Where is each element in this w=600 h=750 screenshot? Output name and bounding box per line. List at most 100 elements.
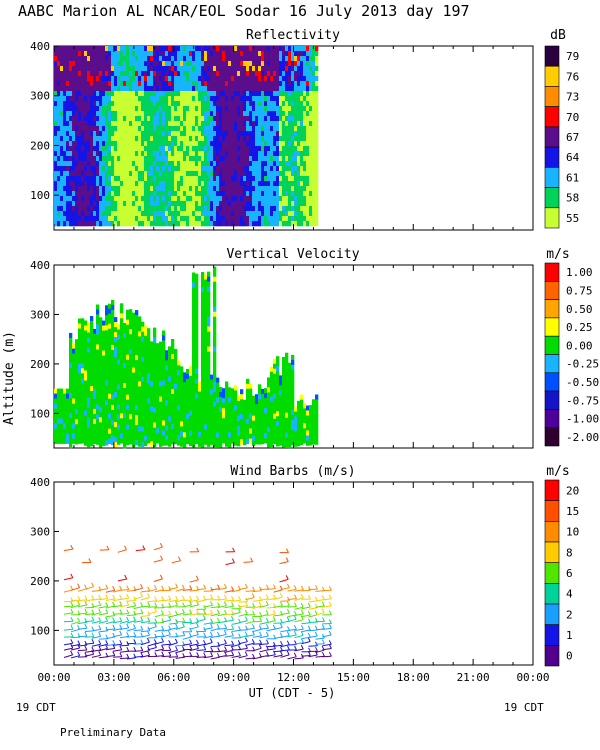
reflectivity-cell: [102, 116, 106, 122]
velocity-cell: [195, 363, 199, 369]
velocity-cell: [156, 353, 160, 359]
reflectivity-cell: [207, 71, 211, 77]
velocity-cell: [102, 375, 106, 381]
reflectivity-cell: [162, 151, 166, 157]
reflectivity-cell: [132, 196, 136, 202]
velocity-cell: [99, 362, 103, 368]
reflectivity-cell: [90, 71, 94, 77]
velocity-cell: [270, 386, 274, 392]
reflectivity-cell: [156, 161, 160, 167]
reflectivity-cell: [99, 151, 103, 157]
velocity-cell: [204, 404, 208, 410]
velocity-cell: [141, 401, 145, 407]
reflectivity-cell: [93, 206, 97, 212]
reflectivity-cell: [204, 206, 208, 212]
velocity-cell: [138, 366, 142, 372]
reflectivity-cell: [216, 106, 220, 112]
velocity-cell: [60, 423, 64, 429]
reflectivity-cell: [222, 191, 226, 197]
reflectivity-cell: [108, 196, 112, 202]
reflectivity-cell: [87, 61, 91, 67]
velocity-cell: [180, 416, 184, 422]
reflectivity-cell: [303, 216, 307, 222]
velocity-cell: [285, 372, 289, 378]
reflectivity-cell: [138, 166, 142, 172]
reflectivity-cell: [201, 211, 205, 217]
reflectivity-cell: [144, 116, 148, 122]
reflectivity-cell: [282, 166, 286, 172]
velocity-cell: [192, 272, 196, 278]
velocity-cell: [132, 352, 136, 358]
reflectivity-cell: [108, 66, 112, 72]
reflectivity-cell: [198, 176, 202, 182]
reflectivity-cell: [270, 181, 274, 187]
reflectivity-cell: [303, 96, 307, 102]
reflectivity-cell: [60, 136, 64, 142]
reflectivity-cell: [204, 136, 208, 142]
velocity-cell: [249, 383, 253, 389]
reflectivity-cell: [123, 101, 127, 107]
velocity-cell: [135, 400, 139, 406]
reflectivity-cell: [234, 66, 238, 72]
reflectivity-cell: [240, 71, 244, 77]
reflectivity-cell: [123, 216, 127, 222]
reflectivity-cell: [156, 196, 160, 202]
velocity-cell: [132, 342, 136, 348]
reflectivity-cell: [222, 66, 226, 72]
reflectivity-cell: [174, 81, 178, 87]
velocity-cell: [141, 381, 145, 387]
reflectivity-cell: [213, 76, 217, 82]
velocity-cell: [228, 442, 232, 448]
reflectivity-cell: [120, 71, 124, 77]
reflectivity-cell: [93, 146, 97, 152]
reflectivity-cell: [189, 91, 193, 97]
reflectivity-cell: [231, 216, 235, 222]
reflectivity-cell: [162, 171, 166, 177]
reflectivity-cell: [132, 76, 136, 82]
reflectivity-cell: [291, 166, 295, 172]
reflectivity-cell: [264, 156, 268, 162]
reflectivity-cell: [123, 126, 127, 132]
reflectivity-cell: [246, 146, 250, 152]
velocity-cell: [213, 376, 217, 382]
reflectivity-cell: [90, 151, 94, 157]
velocity-cell: [168, 431, 172, 437]
reflectivity-cell: [189, 131, 193, 137]
reflectivity-cell: [147, 76, 151, 82]
velocity-cell: [300, 399, 304, 405]
velocity-cell: [144, 430, 148, 436]
reflectivity-cell: [234, 166, 238, 172]
reflectivity-cell: [204, 191, 208, 197]
reflectivity-cell: [60, 206, 64, 212]
velocity-cell: [243, 399, 247, 406]
reflectivity-cell: [303, 76, 307, 82]
reflectivity-cell: [288, 96, 292, 102]
velocity-cell: [186, 388, 190, 395]
reflectivity-cell: [255, 191, 259, 197]
reflectivity-cell: [138, 86, 142, 92]
reflectivity-cell: [156, 111, 160, 117]
reflectivity-cell: [156, 181, 160, 187]
velocity-cell: [219, 402, 223, 408]
reflectivity-cell: [123, 196, 127, 202]
velocity-cell: [135, 330, 139, 336]
reflectivity-cell: [123, 136, 127, 142]
velocity-cell: [102, 385, 106, 391]
velocity-cell: [144, 330, 148, 336]
velocity-cell: [72, 353, 76, 359]
reflectivity-cell: [96, 161, 100, 167]
reflectivity-cell: [264, 71, 268, 77]
reflectivity-cell: [225, 116, 229, 122]
reflectivity-cell: [219, 146, 223, 152]
reflectivity-cell: [159, 216, 163, 222]
velocity-cell: [117, 349, 121, 355]
legend-swatch: [544, 280, 560, 300]
velocity-cell: [129, 424, 133, 430]
velocity-cell: [138, 371, 142, 377]
velocity-cell: [285, 397, 289, 403]
reflectivity-cell: [270, 221, 274, 227]
velocity-cell: [201, 292, 205, 298]
velocity-cell: [147, 383, 151, 389]
reflectivity-cell: [315, 66, 319, 72]
velocity-cell: [168, 411, 172, 417]
